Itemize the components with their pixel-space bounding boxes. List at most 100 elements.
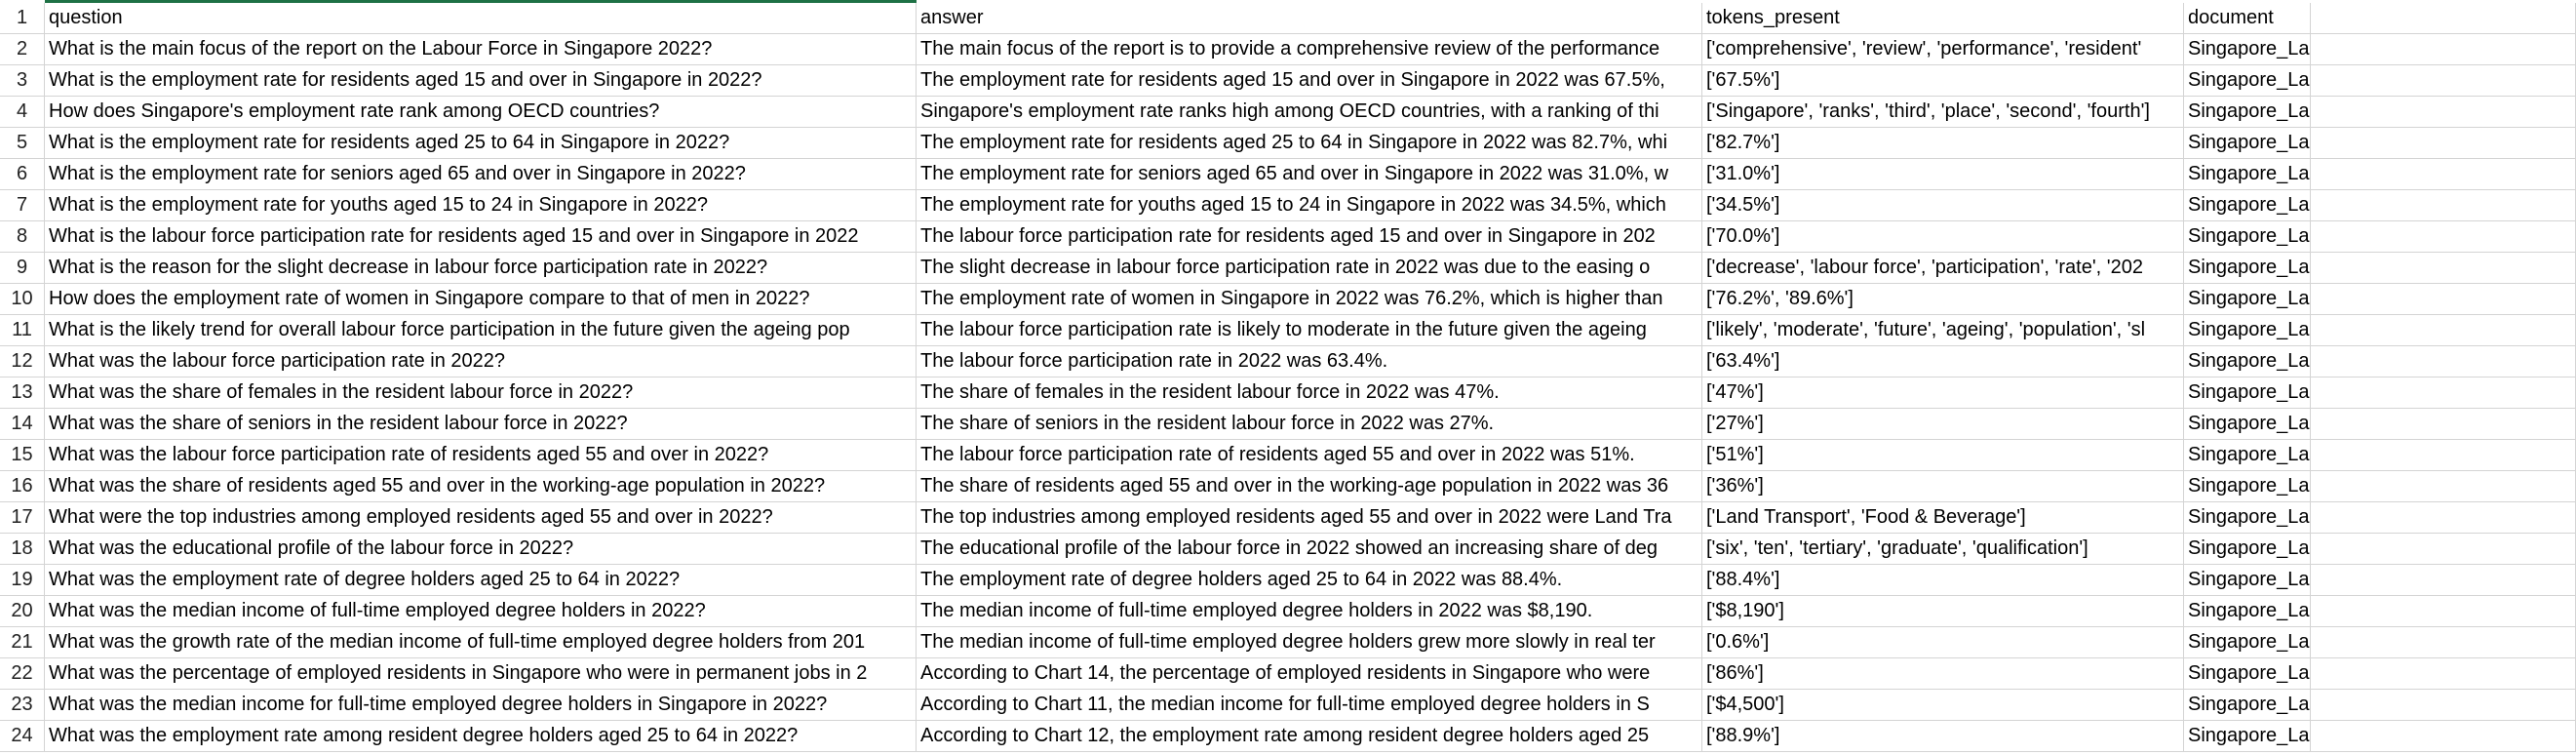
row-number[interactable]: 9 [0, 253, 45, 284]
empty-cell[interactable] [2311, 315, 2576, 346]
question-cell[interactable]: What was the educational profile of the … [45, 534, 917, 565]
empty-cell[interactable] [2311, 502, 2576, 534]
answer-cell[interactable]: The educational profile of the labour fo… [917, 534, 1702, 565]
question-cell[interactable]: What was the labour force participation … [45, 440, 917, 471]
tokens-cell[interactable]: ['88.9%'] [1702, 721, 2184, 752]
question-cell[interactable]: What was the share of seniors in the res… [45, 409, 917, 440]
answer-cell[interactable]: The labour force participation rate for … [917, 221, 1702, 253]
document-cell[interactable]: Singapore_Labour_Force.pdf [2184, 409, 2311, 440]
question-cell[interactable]: What is the labour force participation r… [45, 221, 917, 253]
empty-cell[interactable] [2311, 65, 2576, 97]
empty-cell[interactable] [2311, 3, 2576, 34]
document-cell[interactable]: Singapore_Labour_Force.pdf [2184, 159, 2311, 190]
tokens-cell[interactable]: ['88.4%'] [1702, 565, 2184, 596]
empty-cell[interactable] [2311, 721, 2576, 752]
answer-cell[interactable]: According to Chart 11, the median income… [917, 690, 1702, 721]
answer-cell[interactable]: The share of females in the resident lab… [917, 378, 1702, 409]
answer-cell[interactable]: The employment rate for residents aged 1… [917, 65, 1702, 97]
empty-cell[interactable] [2311, 284, 2576, 315]
question-cell[interactable]: What was the median income for full-time… [45, 690, 917, 721]
question-cell[interactable]: What was the percentage of employed resi… [45, 658, 917, 690]
tokens-cell[interactable]: ['Land Transport', 'Food & Beverage'] [1702, 502, 2184, 534]
tokens-cell[interactable]: ['70.0%'] [1702, 221, 2184, 253]
answer-cell[interactable]: The employment rate of degree holders ag… [917, 565, 1702, 596]
document-cell[interactable]: Singapore_Labour_Force.pdf [2184, 378, 2311, 409]
empty-cell[interactable] [2311, 159, 2576, 190]
row-number[interactable]: 24 [0, 721, 45, 752]
document-cell[interactable]: Singapore_Labour_Force.pdf [2184, 315, 2311, 346]
empty-cell[interactable] [2311, 34, 2576, 65]
tokens-cell[interactable]: ['comprehensive', 'review', 'performance… [1702, 34, 2184, 65]
tokens-cell[interactable]: ['47%'] [1702, 378, 2184, 409]
answer-cell[interactable]: The employment rate for seniors aged 65 … [917, 159, 1702, 190]
document-cell[interactable]: Singapore_Labour_Force.pdf [2184, 565, 2311, 596]
row-number[interactable]: 7 [0, 190, 45, 221]
answer-cell[interactable]: The labour force participation rate of r… [917, 440, 1702, 471]
tokens-cell[interactable]: ['$4,500'] [1702, 690, 2184, 721]
row-number[interactable]: 18 [0, 534, 45, 565]
document-cell[interactable]: Singapore_Labour_Force.pdf [2184, 534, 2311, 565]
row-number[interactable]: 20 [0, 596, 45, 627]
answer-cell[interactable]: The share of residents aged 55 and over … [917, 471, 1702, 502]
tokens-cell[interactable]: ['0.6%'] [1702, 627, 2184, 658]
column-header-document[interactable]: document [2184, 3, 2311, 34]
empty-cell[interactable] [2311, 596, 2576, 627]
tokens-cell[interactable]: ['63.4%'] [1702, 346, 2184, 378]
empty-cell[interactable] [2311, 409, 2576, 440]
answer-cell[interactable]: The employment rate of women in Singapor… [917, 284, 1702, 315]
document-cell[interactable]: Singapore_Labour_Force.pdf [2184, 596, 2311, 627]
answer-cell[interactable]: The median income of full-time employed … [917, 596, 1702, 627]
question-cell[interactable]: How does Singapore's employment rate ran… [45, 97, 917, 128]
row-number[interactable]: 1 [0, 3, 45, 34]
row-number[interactable]: 12 [0, 346, 45, 378]
document-cell[interactable]: Singapore_Labour_Force.pdf [2184, 721, 2311, 752]
column-header-question[interactable]: question [45, 3, 917, 34]
row-number[interactable]: 2 [0, 34, 45, 65]
question-cell[interactable]: What were the top industries among emplo… [45, 502, 917, 534]
tokens-cell[interactable]: ['27%'] [1702, 409, 2184, 440]
row-number[interactable]: 16 [0, 471, 45, 502]
document-cell[interactable]: Singapore_Labour_Force.pdf [2184, 627, 2311, 658]
question-cell[interactable]: How does the employment rate of women in… [45, 284, 917, 315]
tokens-cell[interactable]: ['86%'] [1702, 658, 2184, 690]
row-number[interactable]: 21 [0, 627, 45, 658]
tokens-cell[interactable]: ['36%'] [1702, 471, 2184, 502]
empty-cell[interactable] [2311, 253, 2576, 284]
empty-cell[interactable] [2311, 128, 2576, 159]
document-cell[interactable]: Singapore_Labour_Force.pdf [2184, 284, 2311, 315]
tokens-cell[interactable]: ['six', 'ten', 'tertiary', 'graduate', '… [1702, 534, 2184, 565]
tokens-cell[interactable]: ['82.7%'] [1702, 128, 2184, 159]
question-cell[interactable]: What is the employment rate for resident… [45, 65, 917, 97]
tokens-cell[interactable]: ['51%'] [1702, 440, 2184, 471]
empty-cell[interactable] [2311, 658, 2576, 690]
tokens-cell[interactable]: ['67.5%'] [1702, 65, 2184, 97]
document-cell[interactable]: Singapore_Labour_Force.pdf [2184, 658, 2311, 690]
row-number[interactable]: 17 [0, 502, 45, 534]
question-cell[interactable]: What was the employment rate of degree h… [45, 565, 917, 596]
empty-cell[interactable] [2311, 627, 2576, 658]
document-cell[interactable]: Singapore_Labour_Force.pdf [2184, 190, 2311, 221]
answer-cell[interactable]: Singapore's employment rate ranks high a… [917, 97, 1702, 128]
question-cell[interactable]: What is the reason for the slight decrea… [45, 253, 917, 284]
question-cell[interactable]: What is the employment rate for youths a… [45, 190, 917, 221]
row-number[interactable]: 14 [0, 409, 45, 440]
question-cell[interactable]: What was the median income of full-time … [45, 596, 917, 627]
row-number[interactable]: 22 [0, 658, 45, 690]
tokens-cell[interactable]: ['Singapore', 'ranks', 'third', 'place',… [1702, 97, 2184, 128]
document-cell[interactable]: Singapore_Labour_Force.pdf [2184, 346, 2311, 378]
empty-cell[interactable] [2311, 190, 2576, 221]
document-cell[interactable]: Singapore_Labour_Force.pdf [2184, 253, 2311, 284]
row-number[interactable]: 11 [0, 315, 45, 346]
row-number[interactable]: 6 [0, 159, 45, 190]
document-cell[interactable]: Singapore_Labour_Force.pdf [2184, 502, 2311, 534]
document-cell[interactable]: Singapore_Labour_Force.pdf [2184, 65, 2311, 97]
row-number[interactable]: 19 [0, 565, 45, 596]
tokens-cell[interactable]: ['likely', 'moderate', 'future', 'ageing… [1702, 315, 2184, 346]
question-cell[interactable]: What is the employment rate for seniors … [45, 159, 917, 190]
row-number[interactable]: 23 [0, 690, 45, 721]
empty-cell[interactable] [2311, 565, 2576, 596]
tokens-cell[interactable]: ['decrease', 'labour force', 'participat… [1702, 253, 2184, 284]
answer-cell[interactable]: The employment rate for youths aged 15 t… [917, 190, 1702, 221]
row-number[interactable]: 13 [0, 378, 45, 409]
document-cell[interactable]: Singapore_Labour_Force.pdf [2184, 128, 2311, 159]
